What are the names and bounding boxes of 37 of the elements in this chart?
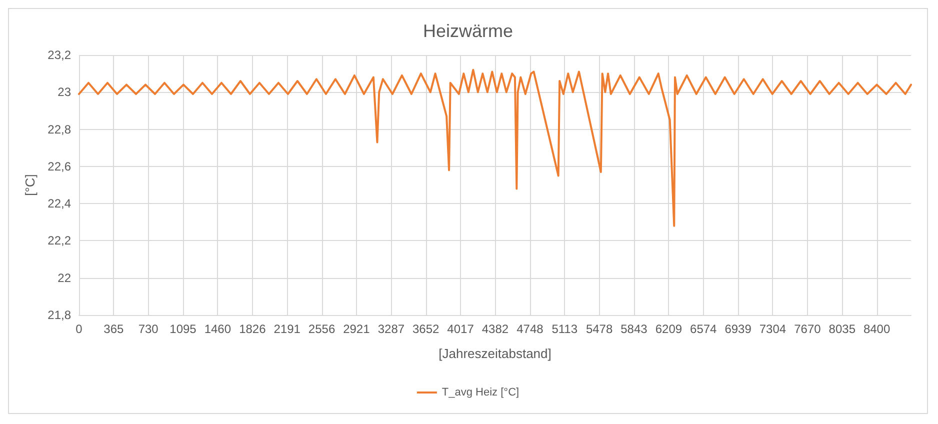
x-tick-label: 2556 — [308, 322, 336, 336]
x-tick-label: 1095 — [170, 322, 197, 336]
x-axis-title: [Jahreszeitabstand] — [438, 346, 552, 361]
y-tick-label: 22,6 — [48, 159, 72, 174]
y-tick-label: 23 — [58, 85, 72, 100]
y-tick-label: 22,2 — [48, 234, 72, 248]
x-tick-label: 7670 — [794, 322, 822, 336]
y-tick-label: 22 — [58, 270, 72, 285]
x-tick-label: 6939 — [724, 322, 752, 336]
x-tick-label: 1826 — [239, 322, 266, 336]
x-tick-label: 6209 — [655, 322, 682, 336]
x-tick-label: 7304 — [759, 322, 786, 336]
x-tick-label: 5843 — [620, 322, 648, 336]
x-tick-label: 0 — [76, 322, 83, 336]
y-tick-label: 22,8 — [48, 122, 72, 136]
x-tick-label: 8400 — [863, 322, 890, 336]
x-tick-label: 365 — [104, 322, 124, 336]
y-tick-label: 23,2 — [48, 48, 72, 62]
x-tick-label: 4017 — [447, 322, 474, 336]
line-series — [78, 68, 912, 227]
x-tick-label: 4748 — [516, 322, 544, 336]
x-tick-label: 6574 — [690, 322, 718, 336]
x-tick-label: 5478 — [586, 322, 613, 336]
y-axis-title: [°C] — [22, 174, 38, 196]
x-tick-label: 3287 — [378, 322, 405, 336]
chart-title: Heizwärme — [422, 21, 514, 41]
y-tick-label: 21,8 — [48, 308, 72, 322]
x-tick-label: 4382 — [482, 322, 509, 336]
x-tick-label: 2921 — [343, 322, 370, 336]
legend-label: T_avg Heiz [°C] — [442, 386, 520, 398]
x-tick-label: 2191 — [274, 322, 301, 336]
x-tick-label: 1460 — [204, 322, 232, 336]
x-tick-label: 5113 — [552, 322, 578, 336]
x-tick-label: 3652 — [412, 322, 440, 336]
x-tick-label: 730 — [138, 322, 159, 336]
y-tick-label: 22,4 — [48, 196, 72, 211]
x-tick-label: 8035 — [828, 322, 856, 336]
